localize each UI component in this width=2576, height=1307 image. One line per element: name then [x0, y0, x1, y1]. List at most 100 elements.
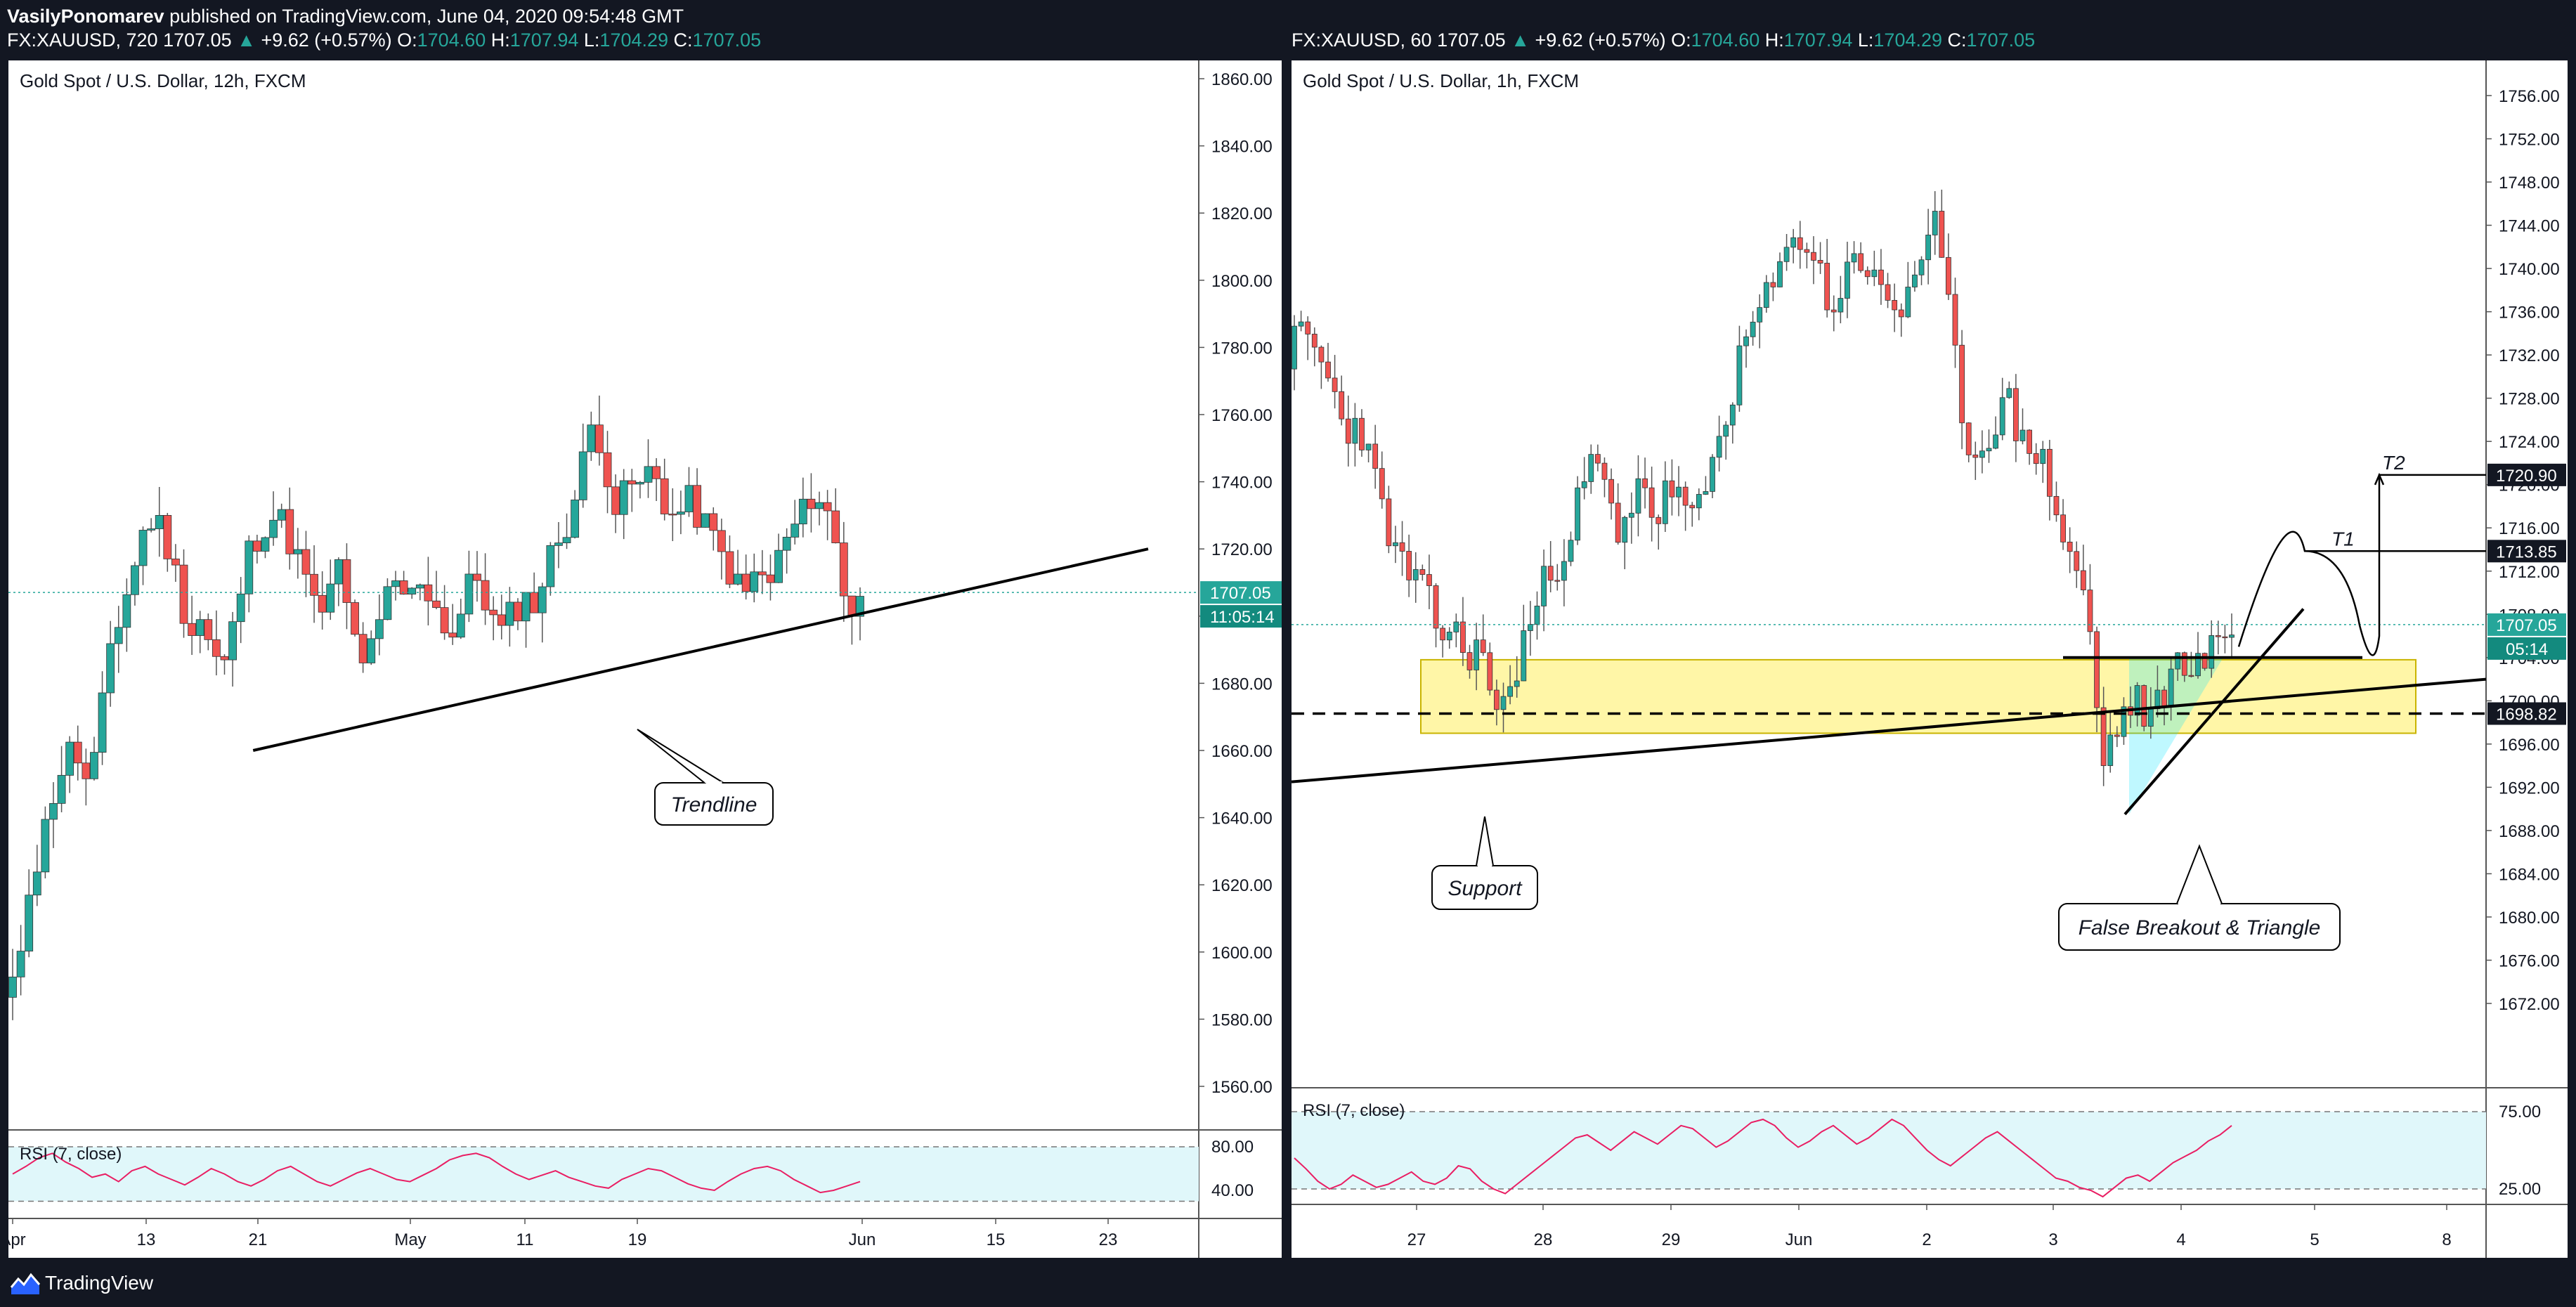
candle [2019, 408, 2026, 445]
candle [1575, 476, 1580, 545]
candle [1406, 534, 1412, 597]
up-candle-body [1474, 639, 1480, 670]
up-candle-body [774, 550, 783, 583]
down-candle-body [1669, 480, 1675, 498]
down-candle-body [1817, 260, 1823, 264]
down-candle-body [1864, 270, 1871, 278]
candle [293, 528, 302, 579]
up-candle-body [261, 537, 270, 552]
support-trendline [1291, 677, 2487, 783]
candle [2040, 441, 2046, 483]
up-candle-body [245, 540, 254, 594]
tradingview-logo-icon[interactable] [10, 1269, 41, 1297]
down-candle-body [1770, 282, 1776, 287]
down-candle-body [2100, 707, 2107, 767]
down-candle-body [1480, 639, 1486, 654]
author-name[interactable]: VasilyPonomarev [7, 6, 164, 27]
candle [367, 630, 376, 665]
up-candle-body [538, 586, 547, 613]
candle [2060, 499, 2066, 550]
down-candle-body [1648, 487, 1655, 518]
down-candle-body [1952, 294, 1958, 346]
down-candle-body [220, 656, 229, 661]
up-candle-body [750, 571, 759, 592]
down-candle-body [73, 741, 82, 764]
candle [1521, 604, 1527, 682]
right-chart-panel[interactable]: Gold Spot / U.S. Dollar, 1h, FXCM 1756.00… [1291, 60, 2568, 1258]
right-c: 1707.05 [1966, 30, 2036, 51]
y-tick-label: 1744.00 [2499, 217, 2560, 236]
candle [668, 488, 677, 542]
left-chart-panel[interactable]: Gold Spot / U.S. Dollar, 12h, FXCM 1860.0… [0, 60, 1282, 1258]
candle [1892, 283, 1898, 332]
x-tick-label: 8 [2442, 1230, 2451, 1249]
candle [73, 725, 82, 781]
down-candle-body [358, 634, 367, 663]
up-candle-body [554, 542, 563, 546]
left-change: +9.62 (+0.57%) [261, 30, 392, 51]
candle [1797, 221, 1803, 269]
down-candle-body [741, 573, 750, 592]
candle [2087, 564, 2093, 645]
candle [1811, 236, 1816, 285]
up-candle-body [1905, 287, 1911, 318]
candle [1885, 273, 1891, 308]
down-candle-body [1608, 479, 1614, 504]
candle [1710, 454, 1715, 499]
up-candle-body [1412, 569, 1419, 580]
trendline-callout-mask [705, 781, 722, 785]
up-candle-body [1918, 259, 1925, 275]
down-candle-body [2114, 734, 2120, 737]
left-chart-svg[interactable]: Gold Spot / U.S. Dollar, 12h, FXCM 1860.0… [0, 60, 1282, 1258]
down-candle-body [1811, 252, 1816, 261]
candle [252, 535, 261, 564]
candle [25, 869, 34, 958]
candle [1837, 275, 1844, 324]
candle [1669, 459, 1675, 516]
up-candle-body [1729, 404, 1736, 426]
up-candle-body [562, 537, 571, 543]
candle [774, 533, 783, 583]
y-tick-label: 1752.00 [2499, 131, 2560, 150]
y-tick-label: 1740.00 [2499, 260, 2560, 279]
candle [2201, 652, 2208, 671]
down-candle-body [2053, 495, 2060, 516]
down-candle-body [1946, 256, 1951, 295]
up-candle-body [1912, 274, 1918, 287]
x-tick-label: 11 [516, 1230, 534, 1249]
down-candle-body [2201, 653, 2208, 669]
tradingview-brand[interactable]: TradingView [45, 1272, 154, 1294]
down-candle-body [1878, 269, 1884, 285]
left-c-label: C: [673, 30, 693, 51]
up-candle-body [1568, 540, 1574, 562]
up-candle-body [456, 613, 465, 638]
candle [1588, 444, 1594, 494]
support-callout: Support [1431, 816, 1538, 910]
up-candle-body [65, 741, 74, 776]
candle [138, 526, 148, 585]
down-candle-body [1305, 321, 1311, 334]
up-candle-body [2195, 653, 2201, 677]
right-chart-svg[interactable]: Gold Spot / U.S. Dollar, 1h, FXCM 1756.00… [1291, 60, 2568, 1258]
candle [1858, 242, 1864, 273]
candle [782, 528, 791, 574]
candle [464, 550, 474, 623]
down-candle-body [481, 580, 490, 611]
up-candle-body [644, 466, 653, 483]
x-tick-label: Jun [1785, 1230, 1813, 1249]
header: VasilyPonomarev published on TradingView… [0, 0, 2576, 59]
down-candle-body [668, 514, 677, 516]
up-candle-body [1500, 696, 1507, 710]
down-candle-body [179, 564, 188, 624]
publish-line: VasilyPonomarev published on TradingView… [7, 6, 684, 27]
candle [432, 571, 441, 609]
up-candle-body [383, 586, 392, 620]
candle [1648, 467, 1655, 542]
down-candle-body [1689, 505, 1696, 509]
candle [1689, 502, 1696, 527]
down-candle-body [2087, 590, 2093, 632]
left-c: 1707.05 [692, 30, 762, 51]
x-tick-label: 23 [1099, 1230, 1118, 1249]
candle [32, 845, 41, 906]
up-candle-body [578, 451, 587, 500]
